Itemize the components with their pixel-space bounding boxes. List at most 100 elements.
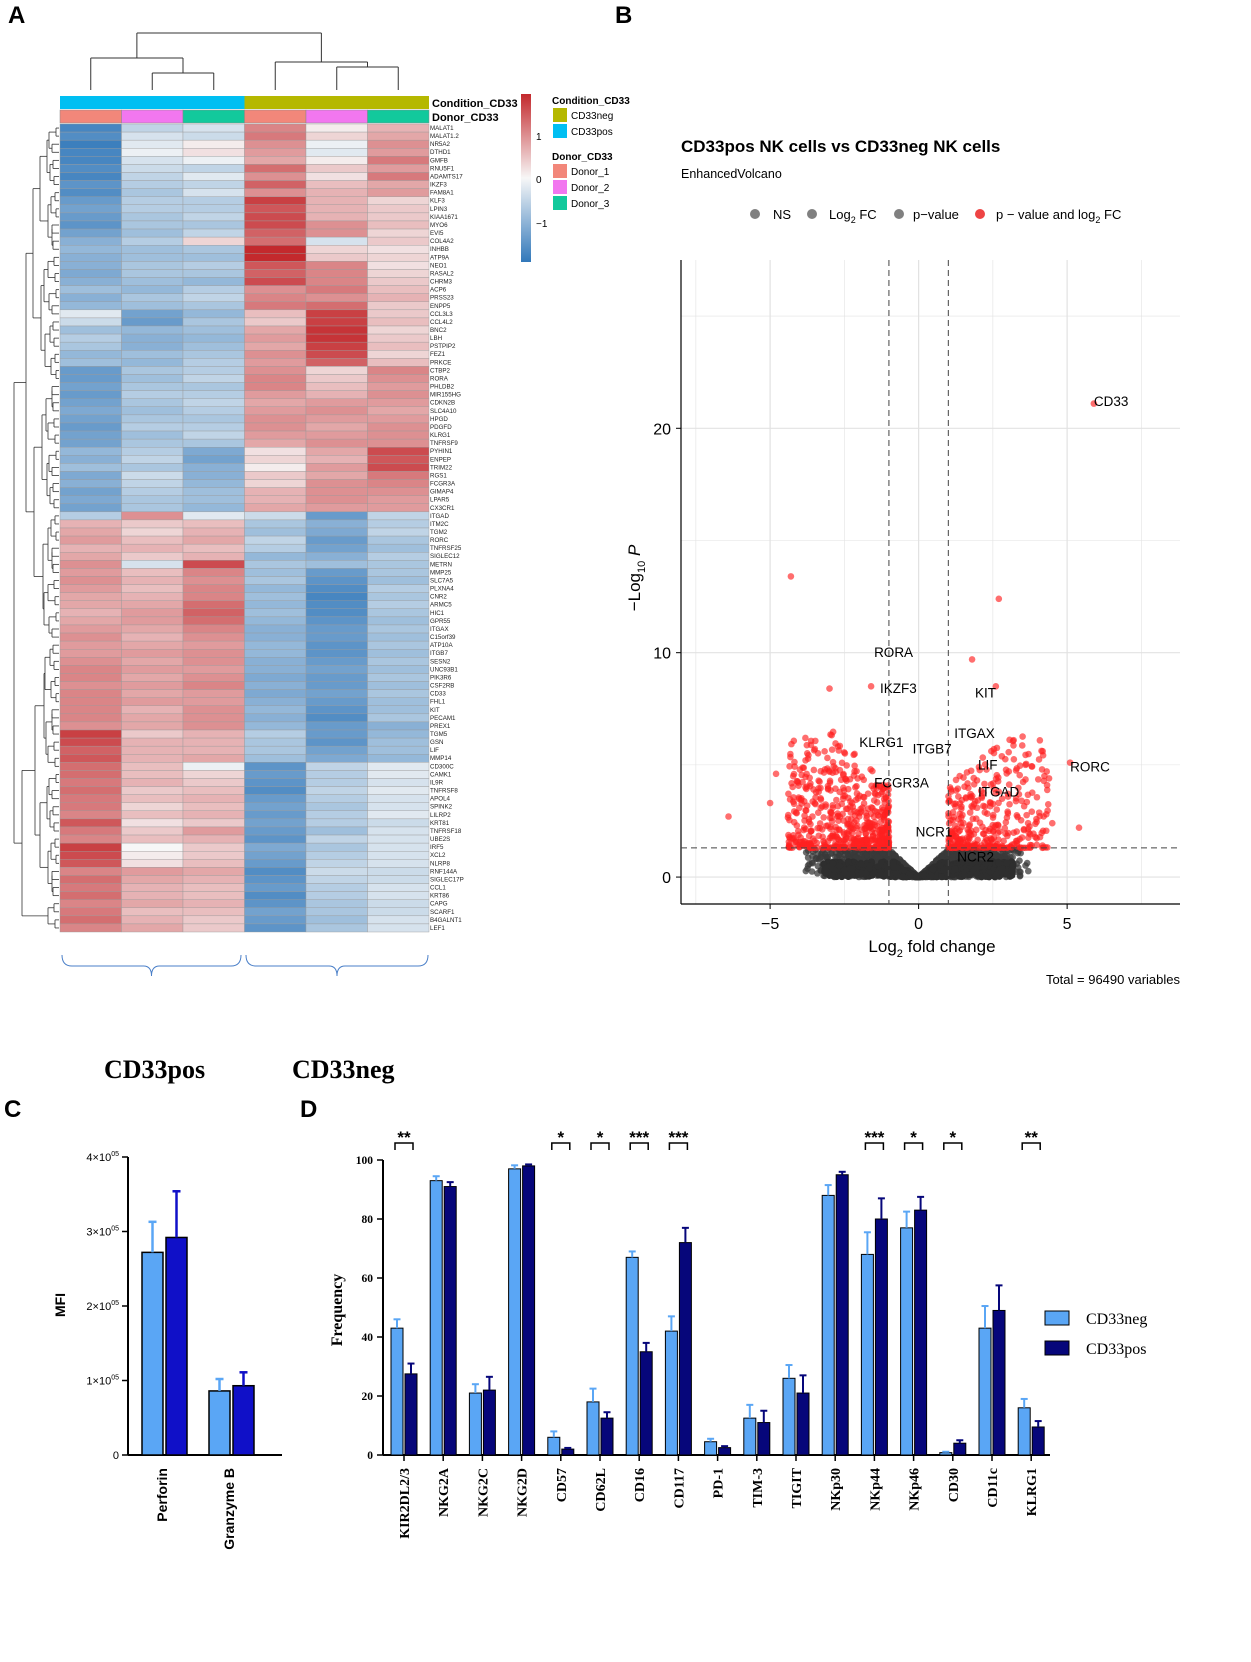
- ns-point: [953, 852, 961, 860]
- heatmap-cell: [367, 770, 430, 779]
- ns-point: [939, 866, 947, 873]
- ns-point: [902, 863, 910, 871]
- significant-point: [802, 734, 809, 742]
- significant-point: [884, 842, 891, 849]
- ns-point: [874, 863, 882, 870]
- ns-point: [876, 866, 884, 874]
- y-tick-label: 3×1005: [86, 1226, 119, 1239]
- ns-point: [963, 859, 971, 867]
- significant-point: [994, 774, 1002, 781]
- ns-point: [990, 860, 997, 867]
- significant-point: [990, 785, 998, 793]
- significant-point: [878, 832, 885, 839]
- ns-point: [916, 873, 924, 880]
- gene-label: SLC4A10: [430, 408, 457, 415]
- ns-point: [833, 872, 840, 879]
- gene-label: FAM8A1: [430, 190, 454, 197]
- ns-point: [934, 873, 942, 880]
- ns-point: [913, 873, 921, 880]
- ns-point: [923, 870, 930, 878]
- heatmap-cell: [367, 745, 430, 755]
- significant-point: [822, 803, 829, 810]
- heatmap-cell: [305, 891, 368, 900]
- significant-point: [813, 839, 821, 847]
- heatmap-cell: [121, 867, 184, 876]
- ns-point: [897, 859, 904, 866]
- ns-point: [932, 858, 940, 865]
- y-tick-label: 80: [362, 1214, 374, 1226]
- ns-point: [929, 868, 937, 876]
- condition-legend-label: CD33pos: [571, 127, 613, 138]
- ns-point: [893, 869, 901, 877]
- heatmap-cell: [121, 875, 184, 884]
- ns-point: [892, 872, 900, 879]
- heatmap-cell: [121, 632, 184, 642]
- ns-point: [840, 864, 847, 871]
- ns-point: [913, 873, 921, 880]
- heatmap-cell: [59, 350, 122, 359]
- ns-point: [946, 867, 954, 875]
- ns-point: [975, 856, 982, 864]
- ns-point: [897, 867, 904, 875]
- significant-point: [1007, 843, 1014, 850]
- ns-point: [915, 873, 923, 881]
- significant-point: [847, 821, 855, 829]
- ns-point: [921, 871, 929, 878]
- ns-point: [994, 852, 1002, 860]
- ns-point: [922, 871, 930, 878]
- heatmap-cell: [59, 422, 122, 432]
- ns-point: [1012, 868, 1020, 876]
- ns-point: [823, 853, 830, 861]
- ns-point: [922, 873, 930, 880]
- ns-point: [859, 849, 867, 856]
- ns-point: [922, 867, 929, 875]
- ns-point: [889, 851, 897, 859]
- ns-point: [918, 873, 926, 880]
- ns-point: [897, 873, 905, 880]
- ns-point: [931, 866, 938, 874]
- ns-point: [824, 863, 831, 871]
- heatmap-cell: [305, 592, 368, 601]
- heatmap-cell: [182, 220, 245, 230]
- ns-point: [867, 860, 875, 867]
- ns-point: [918, 870, 926, 878]
- ns-point: [985, 869, 993, 877]
- ns-point: [954, 868, 962, 876]
- ns-point: [861, 855, 869, 863]
- ns-point: [906, 872, 913, 880]
- heatmap-cell: [244, 172, 307, 181]
- significant-point: [874, 844, 881, 851]
- significant-point: [858, 837, 865, 845]
- ns-point: [865, 845, 872, 853]
- legend-label-pvalue: p−value: [913, 207, 959, 222]
- ns-point: [974, 871, 982, 878]
- significant-point: [858, 773, 866, 781]
- ns-point: [896, 855, 903, 863]
- ns-point: [941, 867, 949, 875]
- ns-point: [990, 868, 997, 875]
- significant-point: [884, 803, 892, 811]
- significant-point: [807, 737, 815, 745]
- ns-point: [919, 872, 927, 879]
- significant-point: [863, 815, 870, 822]
- ns-point: [886, 862, 894, 870]
- ns-point: [921, 873, 929, 880]
- gene-label: MIR155HG: [430, 392, 461, 399]
- ns-point: [834, 866, 841, 874]
- heatmap-cell: [305, 867, 368, 876]
- significant-point: [961, 783, 968, 791]
- ns-point: [827, 871, 835, 879]
- ns-point: [844, 861, 851, 869]
- ns-point: [1000, 863, 1008, 871]
- gene-label: TGM2: [430, 529, 448, 536]
- significant-point: [884, 826, 891, 834]
- ns-point: [911, 871, 919, 879]
- gene-label: FCGR3A: [430, 481, 456, 488]
- significant-point: [1022, 760, 1030, 768]
- heatmap-cell: [182, 560, 245, 569]
- ns-point: [889, 852, 896, 860]
- heatmap-cell: [59, 592, 122, 601]
- ns-point: [835, 872, 842, 879]
- significant-point: [836, 844, 844, 852]
- significant-point: [826, 685, 833, 692]
